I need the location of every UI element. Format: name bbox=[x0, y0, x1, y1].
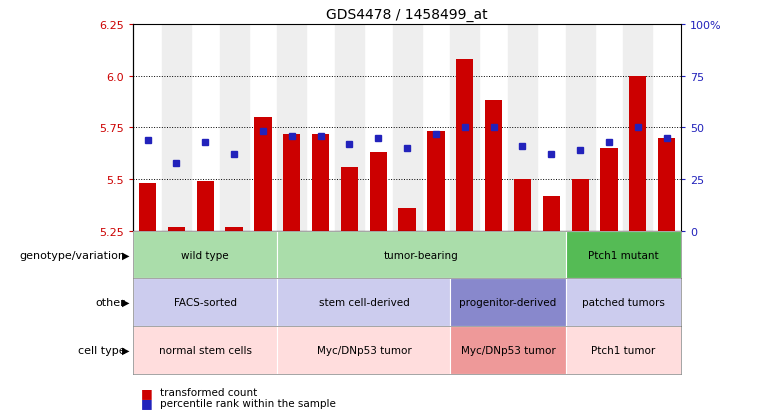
Bar bbox=[162, 25, 191, 231]
Text: Ptch1 mutant: Ptch1 mutant bbox=[588, 250, 659, 260]
Title: GDS4478 / 1458499_at: GDS4478 / 1458499_at bbox=[326, 8, 488, 22]
Bar bbox=[133, 231, 277, 279]
Bar bbox=[485, 101, 502, 231]
Text: ▶: ▶ bbox=[122, 250, 129, 260]
Bar bbox=[133, 326, 277, 374]
Text: cell type: cell type bbox=[78, 345, 126, 355]
Text: Ptch1 tumor: Ptch1 tumor bbox=[591, 345, 655, 355]
Text: progenitor-derived: progenitor-derived bbox=[460, 297, 557, 308]
Bar bbox=[565, 279, 681, 326]
Text: tumor-bearing: tumor-bearing bbox=[384, 250, 459, 260]
Bar bbox=[370, 153, 387, 231]
Text: patched tumors: patched tumors bbox=[582, 297, 665, 308]
Text: Myc/DNp53 tumor: Myc/DNp53 tumor bbox=[460, 345, 556, 355]
Bar bbox=[565, 25, 594, 231]
Bar bbox=[225, 227, 243, 231]
Text: transformed count: transformed count bbox=[160, 387, 257, 397]
Text: other: other bbox=[96, 297, 126, 308]
Bar bbox=[283, 134, 301, 231]
Bar bbox=[312, 134, 330, 231]
Bar bbox=[658, 138, 675, 231]
Bar bbox=[139, 184, 156, 231]
Bar bbox=[451, 326, 565, 374]
Text: ▶: ▶ bbox=[122, 297, 129, 308]
Text: ■: ■ bbox=[141, 396, 152, 409]
Bar bbox=[167, 227, 185, 231]
Bar bbox=[399, 209, 416, 231]
Text: genotype/variation: genotype/variation bbox=[20, 250, 126, 260]
Bar bbox=[341, 167, 358, 231]
Bar bbox=[623, 25, 652, 231]
Text: stem cell-derived: stem cell-derived bbox=[319, 297, 409, 308]
Bar bbox=[196, 182, 214, 231]
Bar bbox=[600, 149, 618, 231]
Bar bbox=[514, 180, 531, 231]
Text: percentile rank within the sample: percentile rank within the sample bbox=[160, 398, 336, 408]
Bar bbox=[629, 76, 647, 231]
Bar bbox=[220, 25, 249, 231]
Bar bbox=[277, 231, 565, 279]
Bar bbox=[451, 25, 479, 231]
Text: wild type: wild type bbox=[181, 250, 229, 260]
Text: ■: ■ bbox=[141, 386, 152, 399]
Bar bbox=[277, 279, 451, 326]
Text: ▶: ▶ bbox=[122, 345, 129, 355]
Bar bbox=[277, 326, 451, 374]
Bar bbox=[393, 25, 422, 231]
Bar bbox=[451, 279, 565, 326]
Text: Myc/DNp53 tumor: Myc/DNp53 tumor bbox=[317, 345, 411, 355]
Bar bbox=[456, 60, 473, 231]
Bar bbox=[254, 118, 272, 231]
Bar bbox=[572, 180, 589, 231]
Bar bbox=[335, 25, 364, 231]
Bar bbox=[565, 231, 681, 279]
Bar bbox=[508, 25, 537, 231]
Bar bbox=[543, 196, 560, 231]
Bar bbox=[277, 25, 306, 231]
Text: FACS-sorted: FACS-sorted bbox=[174, 297, 237, 308]
Text: normal stem cells: normal stem cells bbox=[159, 345, 252, 355]
Bar bbox=[565, 326, 681, 374]
Bar bbox=[133, 279, 277, 326]
Bar bbox=[428, 132, 444, 231]
